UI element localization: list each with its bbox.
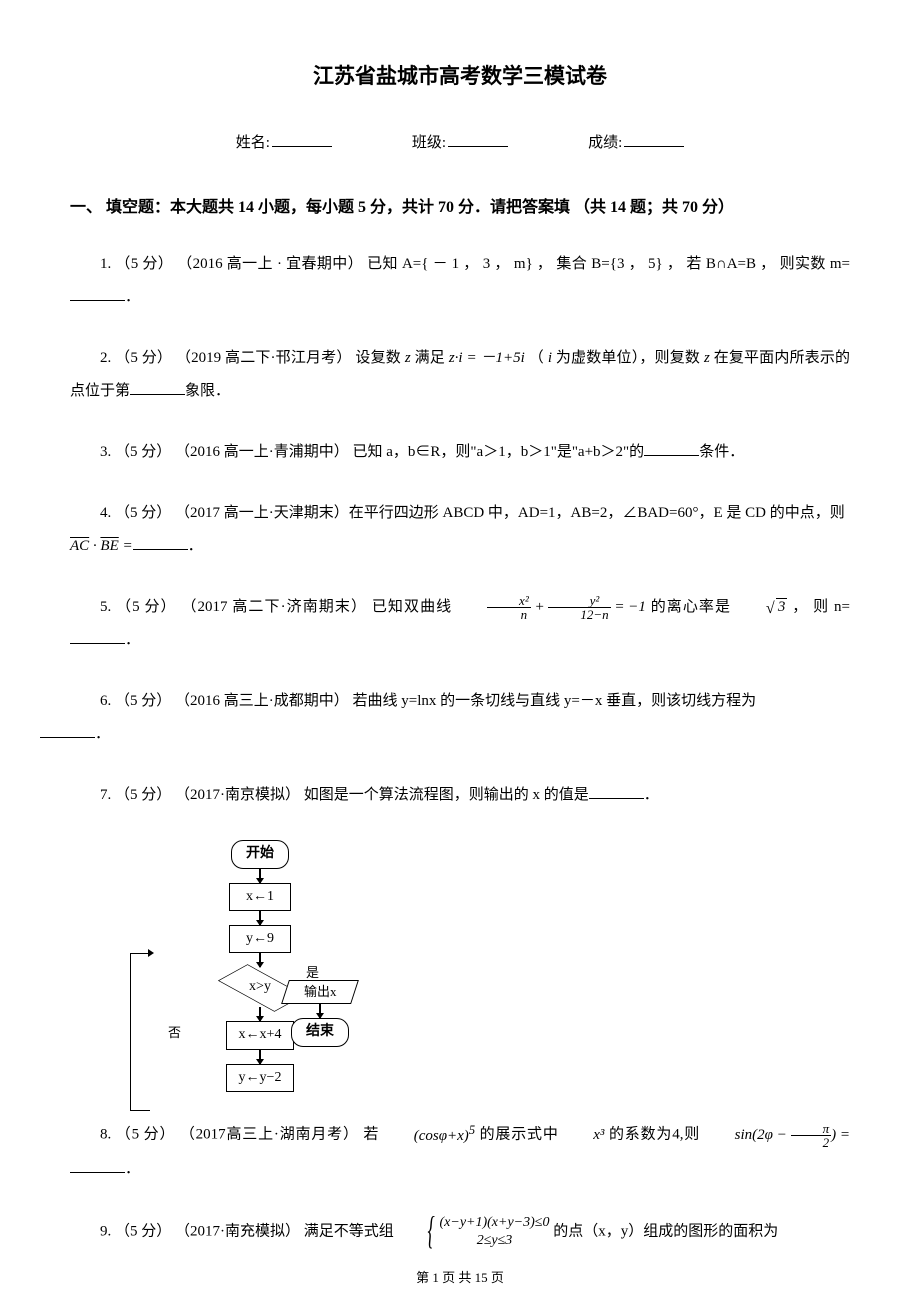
q5-pre: 5. （5 分） （2017 高二下·济南期末） 已知双曲线 bbox=[100, 599, 457, 615]
score-blank bbox=[624, 129, 684, 147]
q2-pre: 2. （5 分） （2019 高二下·邗江月考） 设复数 bbox=[100, 350, 405, 366]
q4-be: BE bbox=[100, 538, 118, 554]
q5-mid: 的离心率是 bbox=[646, 599, 736, 615]
q7-pre: 7. （5 分） （2017·南京模拟） 如图是一个算法流程图，则输出的 x 的… bbox=[100, 787, 589, 803]
flow-box-x1: x←1 bbox=[229, 883, 291, 911]
page-footer: 第 1 页 共 15 页 bbox=[0, 1268, 920, 1289]
q3-post: 条件． bbox=[699, 444, 744, 460]
flow-box-y2: y←y−2 bbox=[226, 1064, 295, 1092]
class-field: 班级: bbox=[412, 129, 508, 155]
class-blank bbox=[448, 129, 508, 147]
q8-post: ． bbox=[125, 1161, 140, 1177]
q4-ac: AC bbox=[70, 538, 89, 554]
q5-frac1: x²n bbox=[487, 594, 531, 621]
question-2: 2. （5 分） （2019 高二下·邗江月考） 设复数 z 满足 z·i = … bbox=[70, 342, 850, 408]
q5-post: ． bbox=[125, 632, 140, 648]
q5-sqrt: 3 bbox=[736, 591, 788, 624]
flow-box-y9: y←9 bbox=[229, 925, 291, 953]
q9-pre: 9. （5 分） （2017·南充模拟） 满足不等式组 bbox=[100, 1224, 398, 1240]
q8-mid2: 的系数为4,则 bbox=[604, 1127, 704, 1143]
question-6: 6. （5 分） （2016 高三上·成都期中） 若曲线 y=lnx 的一条切线… bbox=[70, 685, 850, 751]
q8-x3: x³ bbox=[563, 1119, 604, 1152]
q7-blank bbox=[589, 784, 644, 799]
q8-blank bbox=[70, 1158, 125, 1173]
score-label: 成绩: bbox=[588, 131, 622, 155]
q5-frac2: y²12−n bbox=[548, 594, 610, 621]
class-label: 班级: bbox=[412, 131, 446, 155]
section-1-header: 一、 填空题：本大题共 14 小题，每小题 5 分，共计 70 分．请把答案填 … bbox=[70, 195, 850, 221]
question-7: 7. （5 分） （2017·南京模拟） 如图是一个算法流程图，则输出的 x 的… bbox=[70, 779, 850, 812]
q5-plus: + bbox=[531, 599, 549, 615]
q6-pre: 6. （5 分） （2016 高三上·成都期中） 若曲线 y=lnx 的一条切线… bbox=[100, 693, 756, 709]
q8-mid1: 的展示式中 bbox=[475, 1127, 563, 1143]
name-field: 姓名: bbox=[236, 129, 332, 155]
q8-pre: 8. （5 分） （2017高三上·湖南月考） 若 bbox=[100, 1127, 384, 1143]
q7-post: ． bbox=[644, 787, 659, 803]
flow-output: 输出x bbox=[281, 980, 359, 1004]
name-label: 姓名: bbox=[236, 131, 270, 155]
flowchart-diagram: 开始 x←1 y←9 x>y 是 否 x←x+4 y←y−2 输出x 结束 bbox=[150, 840, 370, 1092]
q9-post: 的点（x，y）组成的图形的面积为 bbox=[549, 1224, 778, 1240]
q5-eq: = −1 bbox=[611, 599, 646, 615]
q2-mid3: 为虚数单位），则复数 bbox=[552, 350, 704, 366]
document-title: 江苏省盐城市高考数学三模试卷 bbox=[70, 60, 850, 94]
flow-end: 结束 bbox=[291, 1018, 349, 1046]
q1-blank bbox=[70, 286, 125, 301]
q6-post: ． bbox=[95, 726, 110, 742]
q3-pre: 3. （5 分） （2016 高一上·青浦期中） 已知 a，b∈R，则"a＞1，… bbox=[100, 444, 644, 460]
flow-start: 开始 bbox=[231, 840, 289, 868]
q8-expr1: (cosφ+x)5 bbox=[384, 1117, 475, 1153]
q2-formula: z·i = －1+5i bbox=[449, 350, 525, 366]
q5-mid2: ， 则 n= bbox=[787, 599, 850, 615]
student-info-row: 姓名: 班级: 成绩: bbox=[70, 129, 850, 155]
q5-blank bbox=[70, 629, 125, 644]
q8-sin-expr: sin(2φ − π2) = bbox=[705, 1119, 850, 1152]
question-3: 3. （5 分） （2016 高一上·青浦期中） 已知 a，b∈R，则"a＞1，… bbox=[70, 436, 850, 469]
question-1: 1. （5 分） （2016 高一上 · 宜春期中） 已知 A={ － 1 ， … bbox=[70, 248, 850, 314]
question-5: 5. （5 分） （2017 高二下·济南期末） 已知双曲线 x²n + y²1… bbox=[70, 591, 850, 657]
q4-blank bbox=[133, 535, 188, 550]
q4-post: ． bbox=[188, 538, 203, 554]
q4-pre: 4. （5 分） （2017 高一上·天津期末）在平行四边形 ABCD 中，AD… bbox=[100, 505, 845, 521]
q2-post: 象限． bbox=[185, 383, 230, 399]
q1-text: 1. （5 分） （2016 高一上 · 宜春期中） 已知 A={ － 1 ， … bbox=[100, 256, 850, 272]
question-8: 8. （5 分） （2017高三上·湖南月考） 若 (cosφ+x)5 的展示式… bbox=[70, 1117, 850, 1186]
name-blank bbox=[272, 129, 332, 147]
question-9: 9. （5 分） （2017·南充模拟） 满足不等式组 (x−y+1)(x+y−… bbox=[70, 1214, 850, 1250]
q2-mid1: 满足 bbox=[411, 350, 449, 366]
q6-blank bbox=[40, 723, 95, 738]
q9-cases: (x−y+1)(x+y−3)≤0 2≤y≤3 bbox=[398, 1214, 550, 1250]
q4-eq: = bbox=[119, 538, 133, 554]
score-field: 成绩: bbox=[588, 129, 684, 155]
q3-blank bbox=[644, 441, 699, 456]
q1-post: ． bbox=[125, 289, 140, 305]
q2-blank bbox=[130, 380, 185, 395]
question-4: 4. （5 分） （2017 高一上·天津期末）在平行四边形 ABCD 中，AD… bbox=[70, 497, 850, 563]
flow-no-label: 否 bbox=[168, 1023, 181, 1044]
q2-mid2: （ bbox=[525, 350, 548, 366]
